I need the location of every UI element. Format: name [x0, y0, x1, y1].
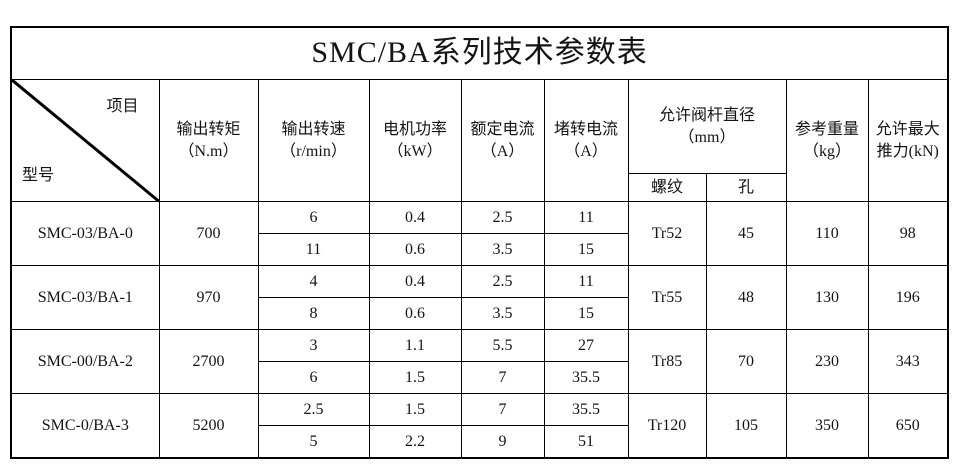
stall-cell: 15 [543, 233, 629, 266]
hole-cell: 105 [705, 393, 787, 459]
thread-cell: Tr55 [627, 265, 707, 330]
power-cell: 1.5 [368, 393, 462, 426]
weight-cell: 230 [785, 329, 869, 394]
col-header-torque: 输出转矩 （N.m） [158, 79, 259, 202]
col-header-stall: 堵转电流 （A） [543, 79, 629, 202]
current-cell: 9 [460, 425, 545, 459]
power-cell: 1.5 [368, 361, 462, 394]
speed-cell: 5 [257, 425, 370, 459]
col-header-thread: 螺纹 [627, 173, 707, 202]
corner-header-cell: 项目 型号 [10, 79, 160, 202]
col-header-thrust: 允许最大 推力(kN) [867, 79, 949, 202]
thrust-cell: 343 [867, 329, 949, 394]
spec-table: SMC/BA系列技术参数表 项目 型号 输出转矩 （N.m） 输出转速 （r/m… [10, 26, 950, 459]
power-cell: 0.4 [368, 201, 462, 234]
stall-cell: 11 [543, 201, 629, 234]
thrust-cell: 98 [867, 201, 949, 266]
current-cell: 2.5 [460, 201, 545, 234]
torque-cell: 700 [158, 201, 259, 266]
model-cell: SMC-03/BA-0 [10, 201, 160, 266]
current-cell: 3.5 [460, 297, 545, 330]
current-cell: 5.5 [460, 329, 545, 362]
torque-cell: 2700 [158, 329, 259, 394]
model-cell: SMC-00/BA-2 [10, 329, 160, 394]
table-row: SMC-03/BA-0 700 6 0.4 2.5 11 Tr52 45 110… [10, 201, 949, 266]
thread-cell: Tr52 [627, 201, 707, 266]
current-cell: 7 [460, 393, 545, 426]
col-header-speed: 输出转速 （r/min） [257, 79, 370, 202]
table-subrow: 6 1.5 7 35.5 [11, 361, 948, 394]
model-cell: SMC-03/BA-1 [10, 265, 160, 330]
header-row: 项目 型号 输出转矩 （N.m） 输出转速 （r/min） 电机功率 （kW） … [10, 79, 949, 202]
stall-cell: 27 [543, 329, 629, 362]
corner-label-model: 型号 [22, 167, 55, 185]
speed-cell: 8 [257, 297, 370, 330]
power-cell: 2.2 [368, 425, 462, 459]
diagonal-line [12, 80, 159, 201]
weight-cell: 110 [785, 201, 869, 266]
hole-cell: 45 [705, 201, 787, 266]
thrust-cell: 650 [867, 393, 949, 459]
speed-cell: 6 [257, 361, 370, 394]
hole-cell: 48 [705, 265, 787, 330]
col-header-current: 额定电流 （A） [460, 79, 545, 202]
thrust-cell: 196 [867, 265, 949, 330]
page-title: SMC/BA系列技术参数表 [10, 26, 949, 80]
title-row: SMC/BA系列技术参数表 [10, 26, 949, 80]
current-cell: 7 [460, 361, 545, 394]
hole-cell: 70 [705, 329, 787, 394]
stall-cell: 35.5 [543, 361, 629, 394]
col-header-weight: 参考重量 （kg） [785, 79, 869, 202]
torque-cell: 5200 [158, 393, 259, 459]
speed-cell: 6 [257, 201, 370, 234]
stall-cell: 51 [543, 425, 629, 459]
col-header-hole: 孔 [705, 173, 787, 202]
stall-cell: 11 [543, 265, 629, 298]
power-cell: 0.6 [368, 233, 462, 266]
model-cell: SMC-0/BA-3 [10, 393, 160, 459]
col-header-power: 电机功率 （kW） [368, 79, 462, 202]
corner-label-item: 项目 [106, 98, 139, 115]
col-header-stem-diameter: 允许阀杆直径 （mm） [627, 79, 787, 174]
power-cell: 0.4 [368, 265, 462, 298]
speed-cell: 3 [257, 329, 370, 362]
table-row: SMC-00/BA-2 2700 3 1.1 5.5 27 Tr85 70 23… [10, 329, 949, 394]
table-subrow: 5 2.2 9 51 [11, 425, 948, 459]
torque-cell: 970 [158, 265, 259, 330]
thread-cell: Tr120 [627, 393, 707, 459]
stall-cell: 15 [543, 297, 629, 330]
table-row: SMC-03/BA-1 970 4 0.4 2.5 11 Tr55 48 130… [10, 265, 949, 330]
weight-cell: 350 [785, 393, 869, 459]
power-cell: 0.6 [368, 297, 462, 330]
current-cell: 3.5 [460, 233, 545, 266]
thread-cell: Tr85 [627, 329, 707, 394]
stall-cell: 35.5 [543, 393, 629, 426]
table-row: SMC-0/BA-3 5200 2.5 1.5 7 35.5 Tr120 105… [10, 393, 949, 459]
current-cell: 2.5 [460, 265, 545, 298]
header-sub-row: 螺纹 孔 [11, 173, 948, 202]
speed-cell: 4 [257, 265, 370, 298]
speed-cell: 2.5 [257, 393, 370, 426]
weight-cell: 130 [785, 265, 869, 330]
speed-cell: 11 [257, 233, 370, 266]
power-cell: 1.1 [368, 329, 462, 362]
